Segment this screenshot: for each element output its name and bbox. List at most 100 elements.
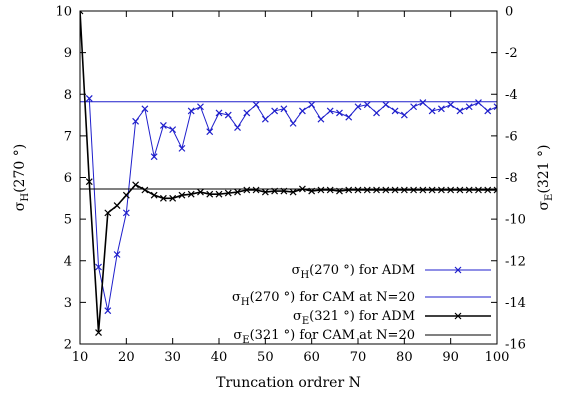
data-point-h_adm <box>252 101 260 109</box>
series-line-e_adm <box>80 11 497 333</box>
data-point-h_adm <box>382 101 390 109</box>
data-point-h_adm <box>261 115 269 123</box>
data-point-h_adm <box>391 107 399 115</box>
y-left-tick-label: 2 <box>64 338 72 353</box>
y-left-tick-label: 3 <box>64 296 72 311</box>
y-right-tick-label: -10 <box>505 213 526 228</box>
legend-label-e_cam: σE(321 °) for CAM at N=20 <box>233 328 415 346</box>
data-point-h_adm <box>85 94 93 102</box>
data-point-e_adm <box>475 186 482 194</box>
x-tick-label: 20 <box>118 350 135 365</box>
data-point-h_adm <box>419 99 427 106</box>
data-point-e_adm <box>345 186 353 194</box>
data-point-h_adm <box>465 103 473 111</box>
data-point-h_adm <box>308 101 316 109</box>
data-point-e_adm <box>261 188 269 196</box>
data-point-e_adm <box>400 186 408 194</box>
data-point-h_adm <box>215 109 223 117</box>
data-point-e_adm <box>80 11 84 15</box>
data-point-e_adm <box>354 186 362 194</box>
y-left-tick-label: 5 <box>64 213 72 228</box>
data-point-h_adm <box>363 101 371 109</box>
y-right-tick-label: -12 <box>505 254 526 269</box>
data-point-h_adm <box>298 107 306 115</box>
data-point-h_adm <box>317 115 325 123</box>
legend: σH(270 °) for ADM σH(270 °) for CAM at N=… <box>232 263 491 346</box>
data-point-h_adm <box>354 103 362 111</box>
data-point-e_adm <box>317 186 325 194</box>
data-point-e_adm <box>234 188 241 196</box>
x-tick-label: 40 <box>211 350 228 365</box>
y-right-tick-label: -6 <box>505 129 518 144</box>
y-right-tick-label: 0 <box>505 5 513 20</box>
data-point-h_adm <box>243 109 251 117</box>
legend-marker-h_adm <box>454 266 462 274</box>
data-point-h_adm <box>122 209 130 217</box>
data-point-e_adm <box>206 190 214 198</box>
data-point-e_adm <box>382 186 390 194</box>
data-point-e_adm <box>363 186 371 194</box>
data-point-h_adm <box>400 111 408 119</box>
y-left-tick-label: 10 <box>55 5 72 20</box>
data-point-h_adm <box>206 128 214 136</box>
data-point-e_adm <box>141 186 149 194</box>
data-point-e_adm <box>493 186 497 194</box>
data-point-h_adm <box>345 113 353 121</box>
legend-label-e_adm: σE(321 °) for ADM <box>293 309 415 327</box>
data-point-e_adm <box>373 186 380 194</box>
data-point-e_adm <box>132 181 140 189</box>
data-point-h_adm <box>456 107 464 115</box>
data-point-h_adm <box>113 251 121 258</box>
y-left-tick-label: 6 <box>64 171 72 186</box>
data-point-e_adm <box>243 186 251 194</box>
data-point-e_adm <box>197 188 204 196</box>
data-point-e_adm <box>428 186 436 194</box>
series-layer <box>80 11 497 336</box>
data-point-h_adm <box>150 153 158 161</box>
data-point-h_adm <box>178 144 186 152</box>
data-point-h_adm <box>437 105 445 113</box>
y-left-tick-label: 8 <box>64 88 72 103</box>
data-point-e_adm <box>150 191 158 199</box>
y-right-tick-label: -2 <box>505 46 518 61</box>
data-point-e_adm <box>169 194 177 202</box>
x-tick-label: 80 <box>396 350 413 365</box>
data-point-h_adm <box>187 107 195 115</box>
y-left-tick-label: 7 <box>64 129 72 144</box>
data-point-h_adm <box>493 103 497 111</box>
data-point-h_adm <box>336 109 343 117</box>
data-point-h_adm <box>271 107 279 115</box>
data-point-h_adm <box>280 105 288 113</box>
data-point-e_adm <box>85 178 93 186</box>
x-tick-label: 60 <box>303 350 320 365</box>
data-point-h_adm <box>475 99 482 106</box>
x-tick-label: 30 <box>164 350 181 365</box>
data-point-h_adm <box>141 105 149 113</box>
data-point-e_adm <box>456 186 464 194</box>
data-point-e_adm <box>187 190 195 198</box>
series-line-h_adm <box>88 98 497 311</box>
data-point-e_adm <box>224 189 232 197</box>
x-tick-label: 90 <box>442 350 459 365</box>
data-point-h_adm <box>197 103 204 111</box>
data-point-h_adm <box>224 111 232 119</box>
data-point-h_adm <box>104 307 112 315</box>
data-point-e_adm <box>159 194 167 202</box>
data-point-e_adm <box>419 186 427 194</box>
y-right-axis-label: σE(321 °) <box>536 145 555 211</box>
data-point-e_adm <box>113 202 121 210</box>
data-point-e_adm <box>391 186 399 194</box>
data-point-h_adm <box>428 107 436 115</box>
data-point-h_adm <box>326 107 334 115</box>
data-point-h_adm <box>484 107 492 115</box>
data-point-e_adm <box>178 191 186 199</box>
data-point-h_adm <box>159 122 167 129</box>
data-point-e_adm <box>437 186 445 194</box>
data-point-e_adm <box>447 186 455 194</box>
x-tick-label: 100 <box>485 350 510 365</box>
y-right-tick-label: -4 <box>505 88 518 103</box>
data-point-h_adm <box>447 101 455 109</box>
data-point-e_adm <box>95 329 102 336</box>
data-point-e_adm <box>289 188 297 196</box>
